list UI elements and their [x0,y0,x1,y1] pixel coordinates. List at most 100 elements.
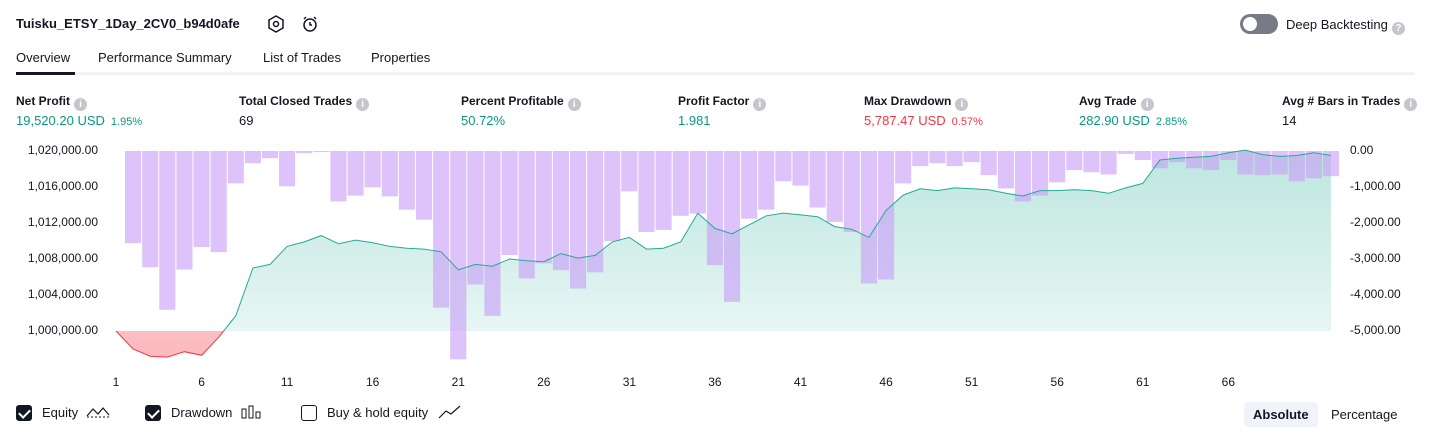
drawdown-bar [775,151,792,182]
drawdown-bar [878,151,895,280]
drawdown-bar [244,151,261,164]
tab-divider [16,72,1415,75]
y2-tick-label: -5,000.00 [1350,323,1401,337]
legend-label: Drawdown [171,405,233,420]
drawdown-bar [1305,151,1322,179]
y2-tick-label: -1,000.00 [1350,179,1401,193]
info-icon[interactable]: i [1140,98,1154,111]
x-tick-label: 61 [1136,375,1150,389]
drawdown-bar [347,151,364,196]
metric-value: 19,520.20 USD 1.95% [16,113,142,128]
metric-amount: 50.72% [461,113,506,128]
metric-amount: 1.981 [678,113,711,128]
metric-label: Avg Trade i [1079,94,1154,111]
drawdown-bar [1203,151,1220,171]
metric-label: Total Closed Trades i [239,94,370,111]
metric-percent: 1.95% [110,116,143,128]
info-icon[interactable]: ? [1391,22,1405,35]
metric-amount: 282.90 USD [1079,113,1150,128]
y2-tick-label: 0.00 [1350,143,1374,157]
drawdown-bar [142,151,159,268]
legend-label: Equity [42,405,79,420]
drawdown-bar [741,151,758,219]
drawdown-bar [621,151,638,192]
legend-icon [241,405,261,419]
drawdown-bar [860,151,878,284]
toggle-switch[interactable] [1240,14,1278,34]
x-tick-label: 36 [708,375,722,389]
info-icon[interactable]: i [74,98,87,111]
checkbox[interactable] [16,405,32,421]
info-icon[interactable]: i [753,98,767,111]
drawdown-bar [929,151,946,164]
y2-tick-label: -2,000.00 [1350,215,1401,229]
drawdown-bar [535,151,552,264]
drawdown-bar [895,151,912,184]
drawdown-bar [706,151,723,266]
drawdown-bar [1271,151,1288,175]
checkbox[interactable] [301,405,317,421]
metric-percent: 2.85% [1155,116,1188,128]
drawdown-bar [484,151,501,316]
checkbox[interactable] [145,405,161,421]
tab[interactable]: Performance Summary [98,50,232,65]
percentage-button[interactable]: Percentage [1331,407,1398,422]
drawdown-bar [279,151,296,187]
y-tick-label: 1,008,000.00 [28,251,98,265]
x-tick-label: 46 [879,375,893,389]
info-icon[interactable]: i [955,98,969,111]
drawdown-bar [1168,151,1186,163]
legend-buy-hold[interactable]: Buy & hold equity [301,405,462,421]
tab[interactable]: List of Trades [263,50,342,65]
metric-name: Avg # Bars in Trades [1282,94,1401,108]
x-tick-label: 1 [113,375,120,389]
tab[interactable]: Overview [16,50,71,65]
metric-name: Max Drawdown [864,94,952,108]
drawdown-bar [125,151,142,244]
metric-value: 14 [1282,113,1296,128]
metric-label: Percent Profitable i [461,94,581,111]
metric-value: 69 [239,113,253,128]
drawdown-bar [638,151,655,232]
drawdown-bar [758,151,775,210]
x-tick-label: 6 [198,375,205,389]
toggle-label: Deep Backtesting? [1286,17,1405,35]
drawdown-bar [450,151,467,360]
metric-name: Avg Trade [1079,94,1137,108]
y-tick-label: 1,012,000.00 [28,215,98,229]
tab[interactable]: Properties [371,50,431,65]
drawdown-bar [963,151,980,163]
metric-label: Net Profit i [16,94,87,111]
info-icon[interactable]: i [356,98,370,111]
equity-area [116,150,1331,331]
drawdown-bar [809,151,826,208]
absolute-button[interactable]: Absolute [1244,402,1318,427]
x-tick-label: 66 [1222,375,1236,389]
info-icon[interactable]: i [1404,98,1418,111]
legend-drawdown[interactable]: Drawdown [145,405,264,421]
metric-name: Percent Profitable [461,94,564,108]
drawdown-bar [398,151,415,210]
drawdown-bar [912,151,929,167]
drawdown-bar [433,151,450,308]
drawdown-bar [826,151,843,222]
drawdown-bar [330,151,347,202]
legend-icon [86,407,110,418]
drawdown-bar [1117,151,1134,154]
drawdown-bar [518,151,535,279]
drawdown-bar [1083,151,1100,173]
drawdown-bar [1220,151,1237,160]
tab-underline [16,72,75,75]
metric-percent: 0.57% [951,116,983,128]
toggle-text: Deep Backtesting [1286,17,1388,32]
drawdown-bar [159,151,176,310]
legend-label: Buy & hold equity [327,405,429,420]
info-icon[interactable]: i [567,98,581,111]
drawdown-bar [1134,151,1151,160]
metric-amount: 19,520.20 USD [16,113,105,128]
drawdown-bar [655,151,672,230]
drawdown-bar [604,151,621,241]
drawdown-bar [1186,151,1203,169]
title-icons[interactable] [266,14,326,34]
legend-equity[interactable]: Equity [16,405,110,421]
